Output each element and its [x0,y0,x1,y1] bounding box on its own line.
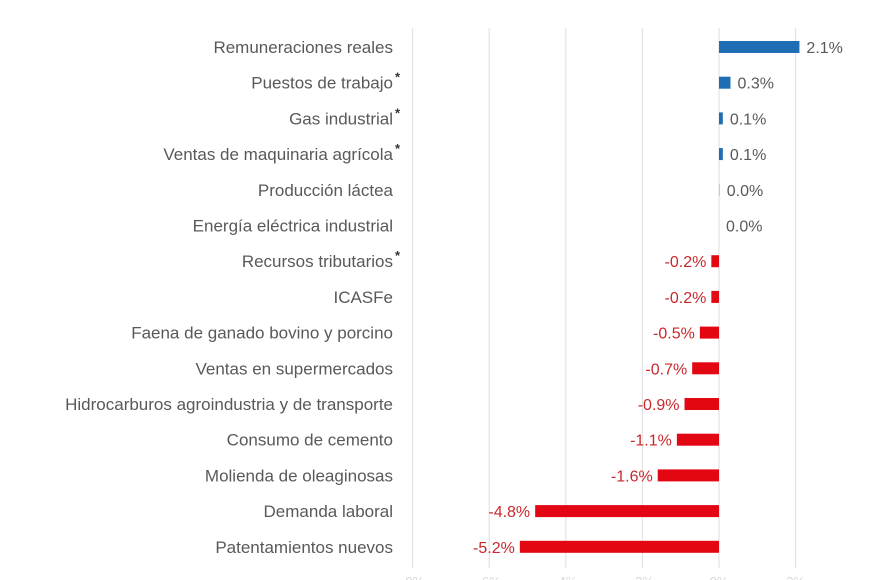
data-label: -0.2% [665,254,707,271]
x-axis-ticks: -8% -6% -4% -2% 0% 2% [401,574,805,580]
x-tick-label: -8% [401,574,425,580]
bar [535,505,719,518]
footnote-star: * [395,141,401,156]
bars [519,41,800,553]
category-label: Faena de ganado bovino y porcino [131,324,393,343]
data-label: -4.8% [488,504,530,521]
data-label: -0.9% [638,397,680,414]
bar [657,469,719,482]
data-label: 0.1% [730,111,766,128]
data-label: 0.0% [726,219,762,236]
category-label: ICASFe [333,288,393,307]
x-tick-label: -4% [554,574,578,580]
category-label: Demanda laboral [264,502,393,521]
bar [719,76,731,89]
data-label: 0.3% [737,76,773,93]
category-label: Patentamientos nuevos [215,538,393,557]
x-tick-label: 0% [710,574,729,580]
bar [719,148,723,161]
bar [711,290,719,303]
x-tick-label: -2% [631,574,655,580]
data-label: -1.1% [630,433,672,450]
bar [719,183,720,196]
category-label: Ventas de maquinaria agrícola [163,145,393,164]
category-label: Consumo de cemento [227,431,393,450]
data-label: -0.5% [653,326,695,343]
data-label: -1.6% [611,468,653,485]
category-label: Producción láctea [258,181,394,200]
bar [676,433,719,446]
data-label: -0.7% [645,361,687,378]
footnote-star: * [395,70,401,85]
bar [699,326,719,339]
category-label: Puestos de trabajo [251,74,393,93]
footnote-star: * [395,248,401,263]
bar [692,362,719,375]
category-label: Recursos tributarios [242,252,393,271]
category-label: Remuneraciones reales [213,38,393,57]
category-label: Gas industrial [289,109,393,128]
category-label: Energía eléctrica industrial [193,217,393,236]
x-tick-label: -6% [478,574,502,580]
bar [684,398,719,410]
x-tick-label: 2% [786,574,805,580]
data-labels: 2.1% 0.3% 0.1% 0.1% 0.0% 0.0% -0.2% -0.2% -0.5% -… [473,40,843,557]
category-label: Ventas en supermercados [195,359,393,378]
data-label: 0.1% [730,147,766,164]
footnote-star: * [395,105,401,120]
bar [711,255,719,268]
data-label: 0.0% [727,183,763,200]
bar [519,540,719,553]
bar [719,41,800,53]
bar [719,112,723,125]
category-label: Molienda de oleaginosas [205,466,393,485]
category-label: Hidrocarburos agroindustria y de transpo… [65,395,393,414]
data-label: -0.2% [665,290,707,307]
data-label: 2.1% [806,40,842,57]
data-label: -5.2% [473,540,515,557]
gridlines [412,28,797,568]
